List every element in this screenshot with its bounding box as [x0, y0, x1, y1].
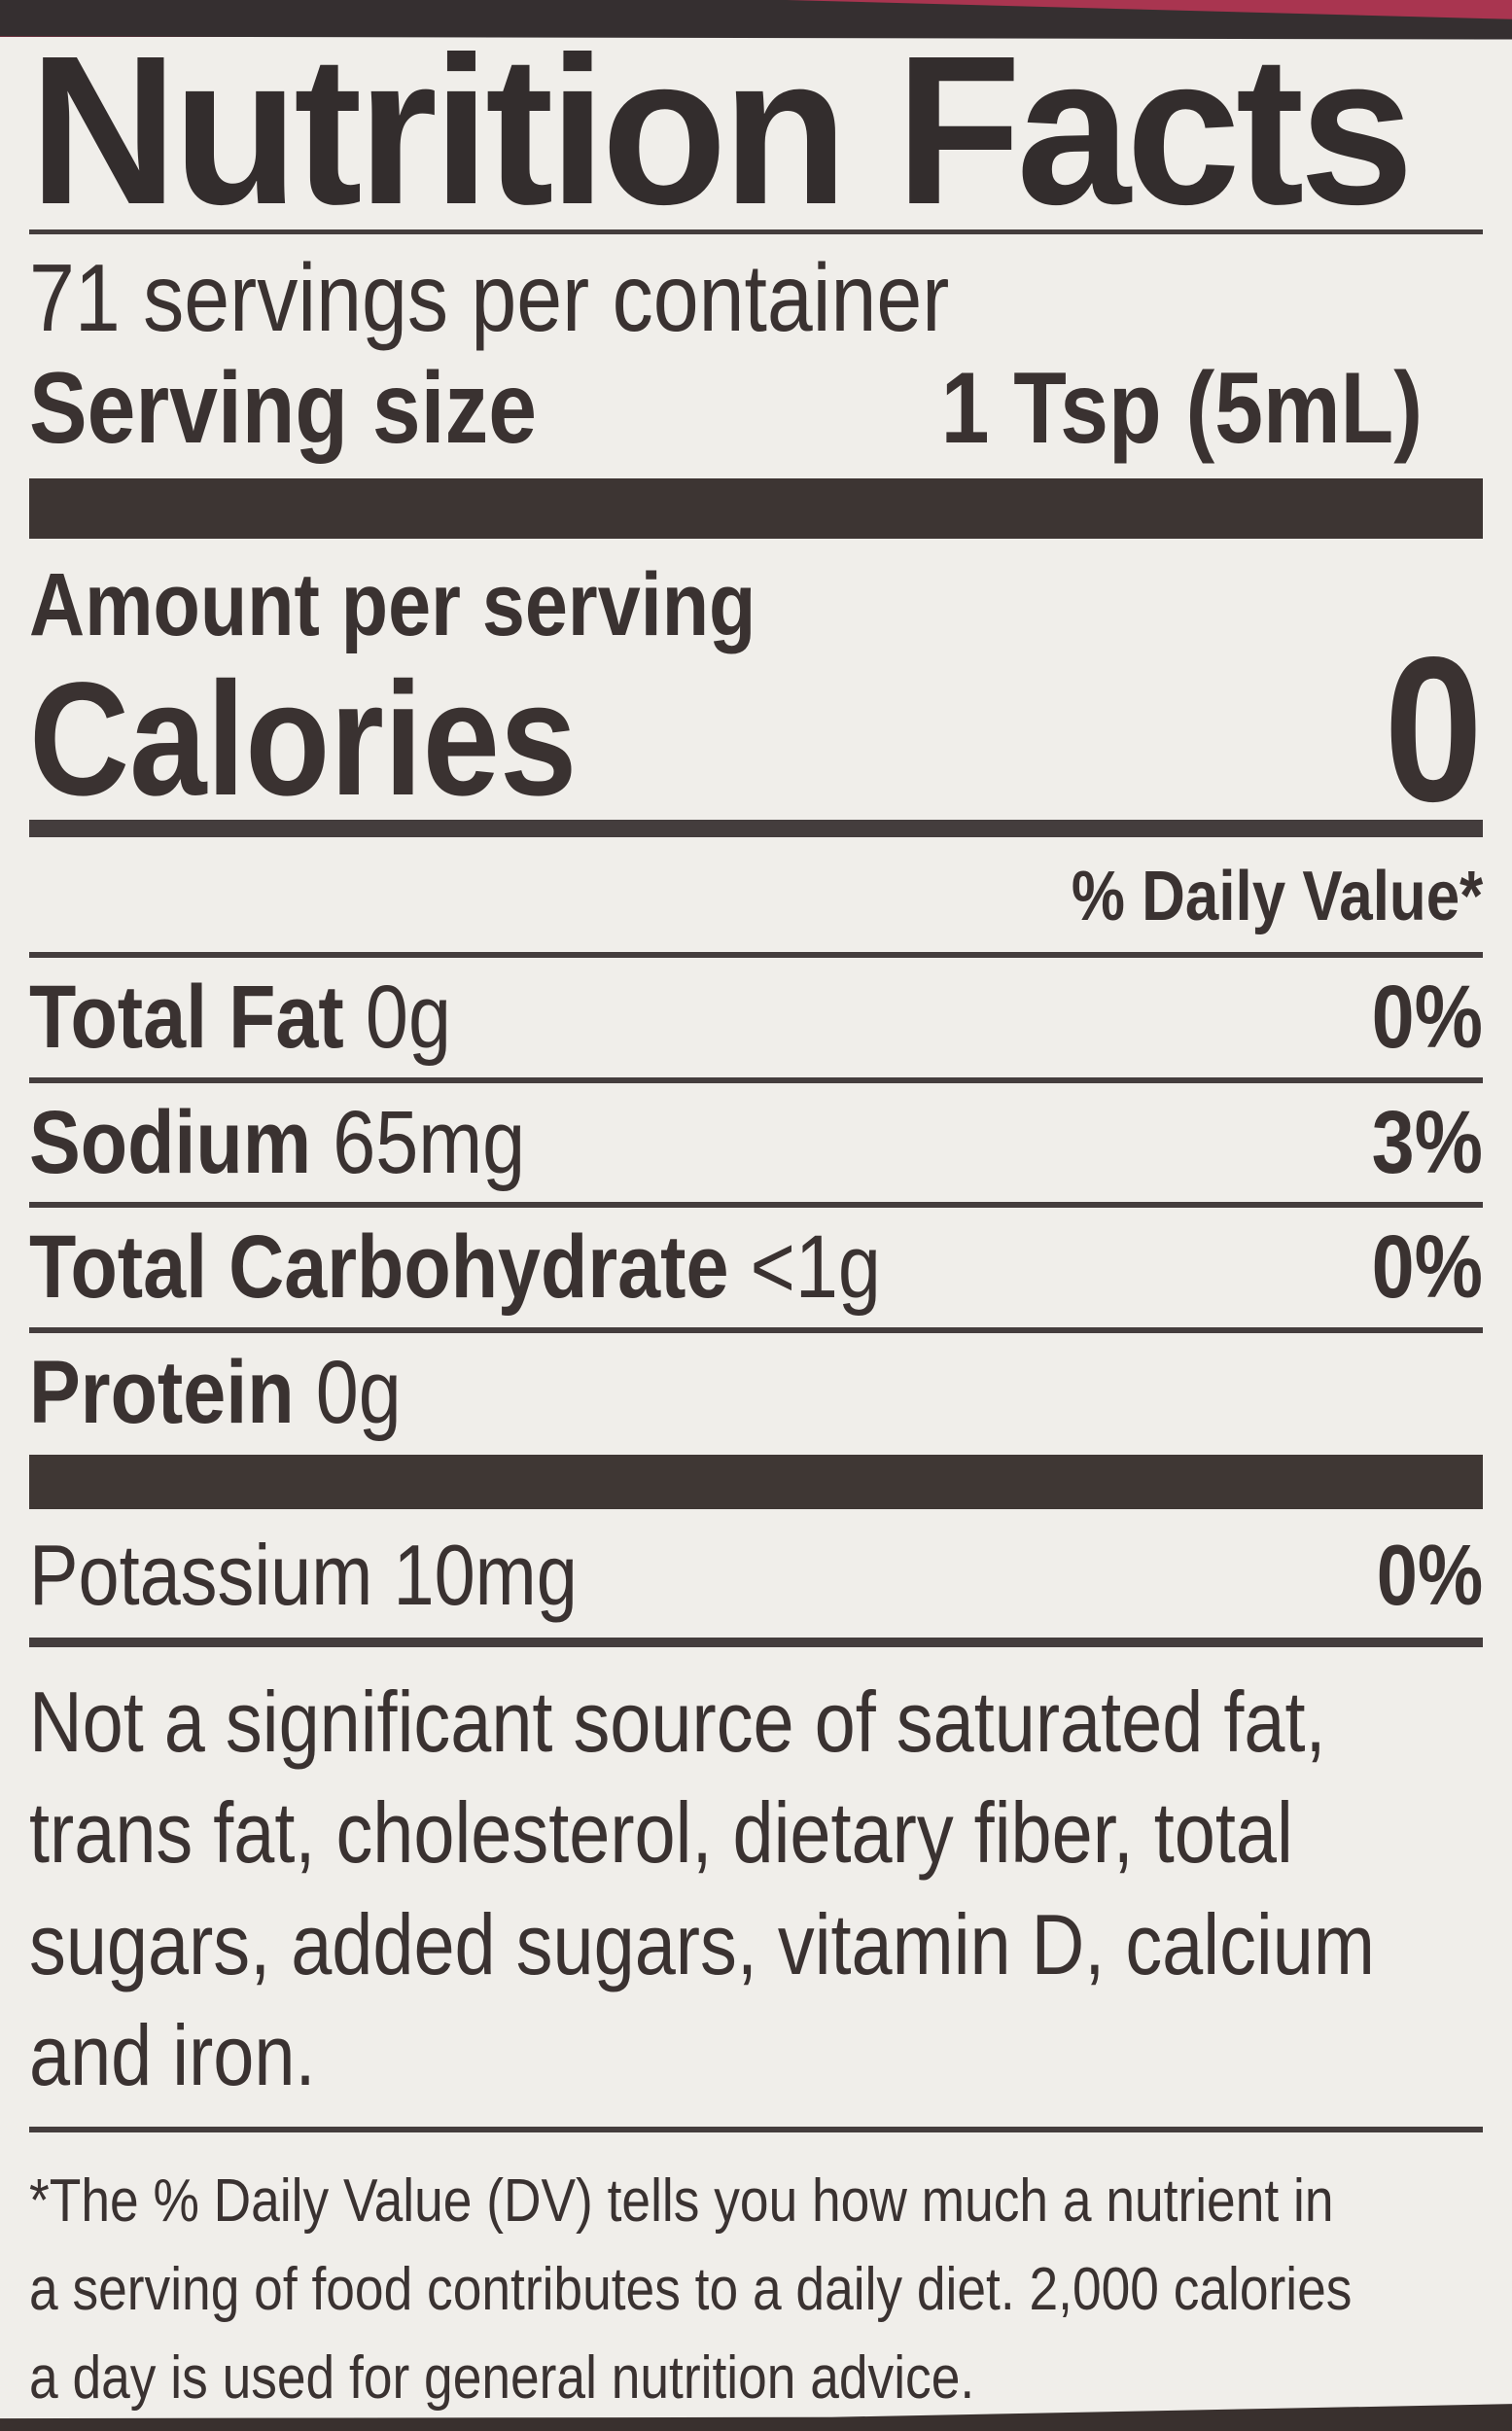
- nutrient-amount: 10mg: [393, 1526, 578, 1623]
- calories-value: 0: [1384, 614, 1483, 845]
- serving-size-row: Serving size 1 Tsp (5mL): [29, 358, 1483, 459]
- divider-above-footnote: [29, 2127, 1483, 2133]
- divider-above-total-fat: [29, 952, 1483, 959]
- nutrient-row-protein: Protein 0g: [29, 1333, 1483, 1453]
- nutrient-name: Total Carbohydrate: [29, 1217, 729, 1318]
- nutrient-name-amount: Protein 0g: [29, 1346, 462, 1440]
- nutrient-row-total-carbohydrate: Total Carbohydrate <1g 0%: [29, 1208, 1483, 1327]
- label-title: Nutrition Facts: [29, 13, 1414, 249]
- nutrient-amount: <1g: [750, 1217, 881, 1318]
- nutrient-amount: 0g: [365, 968, 451, 1068]
- nutrient-name-amount: Sodium 65mg: [29, 1092, 606, 1192]
- note-line: trans fat, cholesterol, dietary fiber, t…: [29, 1784, 1293, 1882]
- nutrient-name-amount: Total Carbohydrate <1g: [29, 1220, 1019, 1315]
- divider-under-calories: [29, 820, 1483, 838]
- divider-under-title: [29, 229, 1483, 235]
- nutrient-amount: 65mg: [333, 1092, 526, 1192]
- nutrient-name-amount: Total Fat 0g: [29, 970, 520, 1065]
- nutrient-dv: 0%: [1371, 968, 1483, 1068]
- nutrient-name: Protein: [29, 1342, 295, 1442]
- nutrient-row-potassium: Potassium 10mg 0%: [29, 1509, 1483, 1638]
- divider-above-sodium: [29, 1076, 1483, 1083]
- daily-value-footnote: *The % Daily Value (DV) tells you how mu…: [29, 2158, 1483, 2422]
- servings-per-container-text: 71 servings per container: [29, 244, 950, 352]
- daily-value-header: % Daily Value*: [1071, 858, 1483, 936]
- footnote-line: a serving of food contributes to a daily…: [29, 2256, 1353, 2323]
- nutrient-name: Total Fat: [29, 968, 344, 1068]
- nutrient-dv: 3%: [1371, 1092, 1483, 1192]
- package-bottom-edge: [0, 2398, 1512, 2431]
- calories-row: Calories 0: [29, 614, 1483, 845]
- nutrient-row-sodium: Sodium 65mg 3%: [29, 1083, 1483, 1203]
- divider-above-carbohydrate: [29, 1202, 1483, 1209]
- nutrient-dv: 0%: [1371, 1217, 1483, 1318]
- nutrient-amount: 0g: [315, 1342, 402, 1442]
- nutrient-name: Sodium: [29, 1092, 312, 1192]
- nutrient-name: Potassium: [29, 1526, 373, 1623]
- thick-divider-top: [29, 478, 1483, 540]
- note-line: sugars, added sugars, vitamin D, calcium: [29, 1895, 1375, 1992]
- calories-label: Calories: [29, 650, 578, 830]
- note-line: and iron.: [29, 2007, 316, 2104]
- note-line: Not a significant source of saturated fa…: [29, 1673, 1326, 1770]
- servings-per-container: 71 servings per container: [29, 248, 1483, 348]
- serving-size-label: Serving size: [29, 352, 537, 466]
- serving-size-value: 1 Tsp (5mL): [940, 352, 1424, 466]
- divider-above-protein: [29, 1326, 1483, 1333]
- divider-under-potassium: [29, 1637, 1483, 1647]
- insignificant-nutrients-note: Not a significant source of saturated fa…: [29, 1667, 1483, 2112]
- footnote-line: *The % Daily Value (DV) tells you how mu…: [29, 2167, 1334, 2236]
- nutrient-name-amount: Potassium 10mg: [29, 1530, 667, 1620]
- package-top-edge: [0, 0, 1512, 51]
- amount-per-serving-label: Amount per serving: [29, 555, 756, 655]
- nutrient-dv: 0%: [1376, 1526, 1483, 1623]
- nutrient-row-total-fat: Total Fat 0g 0%: [29, 958, 1483, 1077]
- thick-divider-bottom: [29, 1454, 1483, 1509]
